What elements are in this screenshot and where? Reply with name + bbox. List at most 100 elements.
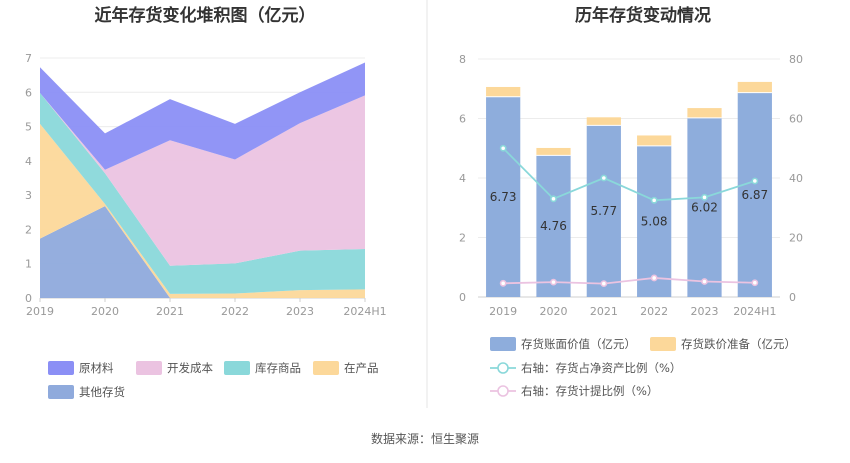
right-legend-swatch (490, 337, 516, 351)
area-series-4 (40, 62, 365, 170)
line-point-1 (751, 279, 759, 287)
left-x-tick-label: 2019 (26, 305, 54, 318)
line-point-1 (650, 274, 658, 282)
bar-impairment (687, 108, 722, 118)
left-y-tick-label: 4 (25, 155, 32, 168)
right-bars (486, 81, 772, 298)
left-legend-swatch (224, 361, 250, 375)
left-legend-item[interactable]: 在产品 (313, 361, 379, 375)
left-y-tick-label: 3 (25, 189, 32, 202)
right-y2-tick-label: 80 (789, 53, 803, 66)
right-y-tick-label: 0 (459, 291, 466, 304)
left-y-tick-label: 0 (25, 292, 32, 305)
bar-impairment (637, 135, 672, 146)
line-series-0 (502, 147, 756, 202)
line-point-1 (550, 278, 557, 286)
left-y-tick-label: 7 (25, 52, 32, 65)
left-x-tick-label: 2022 (221, 305, 249, 318)
left-legend-label: 其他存货 (79, 385, 125, 399)
right-legend-label: 右轴：存货计提比例（%） (521, 384, 658, 398)
bar-book-value (637, 145, 672, 297)
right-y2-tick-label: 60 (789, 113, 803, 126)
right-lines (499, 144, 759, 288)
line-point-0 (600, 174, 608, 182)
bar-book-value (486, 96, 521, 297)
right-legend-label: 存货跌价准备（亿元） (681, 337, 796, 351)
bar-impairment (536, 147, 571, 156)
right-legend-marker (497, 385, 509, 397)
right-x-tick-label: 2024H1 (733, 305, 776, 318)
line-point-0 (751, 177, 759, 185)
line-point-0 (550, 195, 557, 203)
right-x-tick-label: 2020 (540, 305, 568, 318)
left-legend-item[interactable]: 库存商品 (224, 361, 301, 375)
line-point-1 (701, 278, 708, 285)
left-legend-label: 原材料 (79, 361, 114, 375)
bar-book-value (586, 125, 621, 297)
right-y2-tick-label: 0 (789, 291, 796, 304)
right-x-tick-labels: 2019 2020 2021 2022 2023 2024H1 (489, 305, 776, 318)
bar-value-label: 6.02 (691, 200, 718, 214)
bar-impairment (586, 117, 621, 126)
left-y-tick-label: 5 (25, 121, 32, 134)
right-legend-item[interactable]: 存货账面价值（亿元） (490, 337, 636, 351)
data-source-note: 数据来源：恒生聚源 (371, 431, 479, 446)
right-y2-tick-label: 40 (789, 172, 803, 185)
right-legend-marker (497, 362, 509, 374)
left-legend-swatch (313, 361, 339, 375)
line-point-0 (499, 144, 507, 152)
left-legend-item[interactable]: 其他存货 (48, 385, 125, 399)
right-legend-swatch (650, 337, 676, 351)
right-legend-item[interactable]: 存货跌价准备（亿元） (650, 337, 796, 351)
left-areas (40, 62, 365, 298)
right-legend-label: 右轴：存货占净资产比例（%） (521, 361, 681, 375)
left-legend-item[interactable]: 开发成本 (136, 361, 213, 375)
left-y-tick-label: 2 (25, 223, 32, 236)
right-x-tick-label: 2019 (489, 305, 517, 318)
left-x-tick-label: 2024H1 (343, 305, 386, 318)
right-x-tick-label: 2021 (590, 305, 618, 318)
left-x-tick-label: 2021 (156, 305, 184, 318)
bar-value-label: 6.73 (490, 190, 517, 204)
bar-impairment (737, 81, 772, 93)
right-data-labels: 6.73 4.76 5.77 5.08 6.02 6.87 (490, 188, 768, 233)
bar-impairment (486, 86, 521, 97)
left-x-tick-labels: 2019 2020 2021 2022 2023 2024H1 (26, 305, 387, 318)
left-legend-label: 开发成本 (167, 361, 213, 375)
bar-value-label: 4.76 (540, 219, 567, 233)
bar-book-value (536, 155, 571, 297)
line-point-1 (499, 279, 507, 287)
right-gridlines (478, 58, 780, 298)
area-series-2 (40, 92, 365, 294)
right-legend[interactable]: 存货账面价值（亿元） 存货跌价准备（亿元）右轴：存货占净资产比例（%） 右轴：存货计… (490, 337, 796, 398)
right-x-tick-label: 2022 (640, 305, 668, 318)
bar-value-label: 5.08 (641, 214, 668, 228)
right-y2-tick-labels: 0 20 40 60 80 (789, 53, 803, 304)
area-series-0 (40, 206, 365, 298)
left-legend-label: 在产品 (344, 361, 379, 375)
left-legend-swatch (136, 361, 162, 375)
left-legend-swatch (48, 361, 74, 375)
right-y-tick-labels: 0 2 4 6 8 (459, 53, 466, 304)
line-point-0 (650, 196, 658, 204)
right-y-tick-label: 2 (459, 232, 466, 245)
line-point-0 (701, 193, 708, 201)
left-x-tick-label: 2020 (91, 305, 119, 318)
bar-value-label: 5.77 (590, 204, 617, 218)
right-y-tick-label: 6 (459, 113, 466, 126)
left-legend-label: 库存商品 (255, 361, 301, 375)
bar-book-value (687, 117, 722, 297)
line-point-1 (600, 280, 608, 288)
left-legend-item[interactable]: 原材料 (48, 361, 114, 375)
stacked-bar-line-chart: 历年存货变动情况 6.734.765.775.086.026.87 02468 … (459, 5, 803, 398)
left-y-tick-label: 1 (25, 258, 32, 271)
right-legend-item[interactable]: 右轴：存货计提比例（%） (490, 384, 658, 398)
area-series-3 (40, 92, 365, 266)
right-legend-label: 存货账面价值（亿元） (521, 337, 636, 351)
right-legend-item[interactable]: 右轴：存货占净资产比例（%） (490, 361, 681, 375)
right-y2-tick-label: 20 (789, 232, 803, 245)
